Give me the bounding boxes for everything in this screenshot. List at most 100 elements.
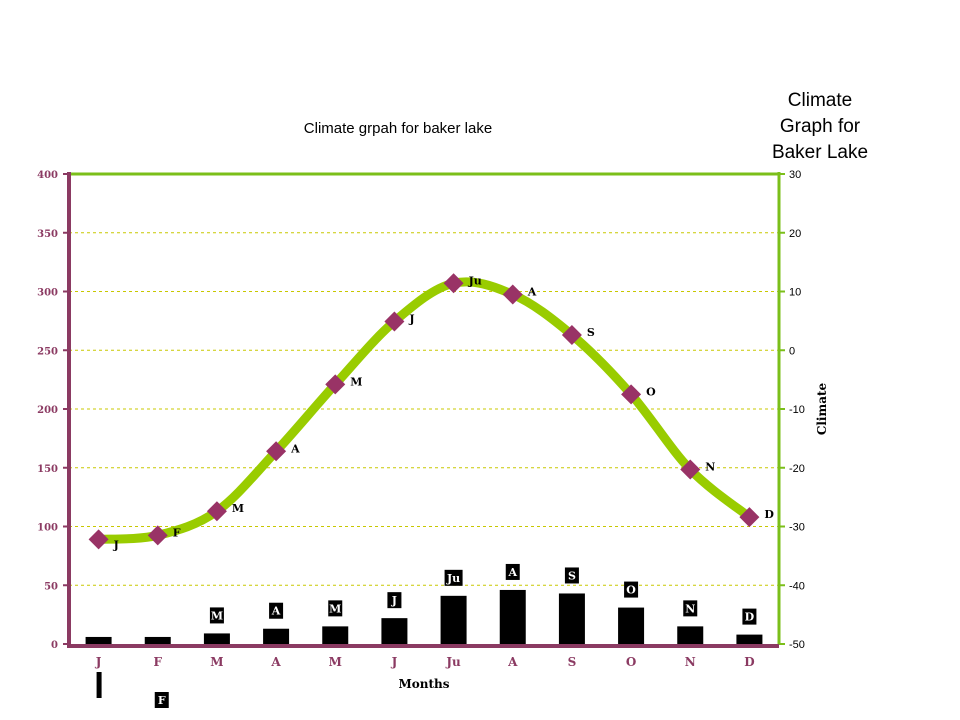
bar-data-label-text: A (507, 566, 517, 579)
right-axis-tick-label: 20 (789, 228, 801, 240)
bar-data-label: M (209, 607, 224, 624)
left-axis-tick-label: 300 (37, 288, 58, 299)
bar-data-label-text: D (745, 611, 755, 624)
precipitation-bar (499, 589, 526, 644)
temperature-marker (266, 441, 287, 462)
precipitation-bar (381, 618, 408, 644)
bar-data-label: F (154, 692, 169, 708)
precipitation-bar (558, 593, 585, 644)
right-axis-tick-label: 10 (789, 287, 801, 299)
temperature-marker (206, 501, 227, 522)
left-axis-tick-label: 150 (37, 464, 58, 475)
bar-data-label-text: S (568, 569, 576, 582)
left-axis-tick-label: 0 (51, 640, 58, 651)
left-axis-tick-label: 100 (37, 523, 58, 534)
temperature-point-label: O (646, 385, 656, 398)
bar-data-label-text: Ju (446, 572, 460, 585)
left-axis-tick-label: 350 (37, 229, 58, 240)
temperature-marker (325, 374, 346, 395)
bar-data-label-text: A (271, 605, 281, 618)
temperature-marker (561, 324, 582, 345)
side-title-line-3: Baker Lake (771, 142, 869, 163)
right-axis-tick-label: -30 (789, 522, 805, 534)
bar-data-label-box (328, 600, 343, 617)
bar-data-label-text: F (158, 694, 166, 707)
precipitation-bar (144, 636, 171, 644)
chart-title: Climate grpah for baker lake (304, 120, 492, 137)
side-title-line-1: Climate (787, 90, 853, 111)
temperature-point-label: J (113, 538, 119, 551)
x-axis-tick-label: Ju (445, 655, 461, 669)
temperature-marker (384, 311, 405, 332)
bar-data-label: S (564, 567, 579, 584)
x-axis-tick-label: J (391, 655, 398, 669)
x-axis-tick-label: M (210, 655, 223, 669)
x-axis-tick-label: N (685, 655, 696, 669)
temperature-point-label: M (232, 502, 244, 515)
bar-data-label-box (154, 692, 169, 708)
x-axis-tick-label: A (270, 655, 281, 669)
side-title-line-2: Graph for (779, 116, 861, 137)
bar-layer: F M A M J Ju A S O N D (85, 563, 763, 708)
temperature-marker (680, 459, 701, 480)
left-axis-tick-label: 50 (44, 581, 58, 592)
temperature-marker (739, 507, 760, 528)
precipitation-bar (203, 633, 230, 644)
x-axis-tick-label: D (744, 655, 754, 669)
left-axis-tick-label: 200 (37, 405, 58, 416)
precipitation-bar (263, 628, 290, 644)
temperature-marker (621, 384, 642, 405)
left-axis-tick-label: 400 (37, 170, 58, 181)
temperature-marker (502, 284, 523, 305)
precipitation-bar (440, 595, 467, 644)
bar-data-label: J (387, 592, 402, 609)
bar-data-label-box (209, 607, 224, 624)
temperature-marker (88, 529, 109, 550)
right-axis-tick-label: -10 (789, 404, 805, 416)
precipitation-bar (85, 636, 112, 644)
x-axis-tick-label: S (568, 655, 577, 669)
x-axis-title: Months (398, 677, 449, 691)
bar-data-label-box (387, 592, 402, 609)
bar-data-label: O (624, 581, 639, 598)
precipitation-bar (322, 626, 349, 644)
right-axis-tick-label: -40 (789, 580, 805, 592)
temperature-point-label: Ju (468, 274, 482, 287)
right-axis-tick-label: 0 (789, 345, 795, 357)
temperature-marker (147, 525, 168, 546)
grid-layer (69, 232, 779, 586)
precipitation-bar (677, 626, 704, 644)
temperature-point-label: A (290, 442, 300, 455)
bar-data-label-box (444, 569, 463, 586)
temperature-point-label: M (350, 375, 362, 388)
left-axis-tick-label: 250 (37, 346, 58, 357)
right-axis-tick-label: 30 (789, 169, 801, 181)
x-axis-tick-label: O (626, 655, 636, 669)
bar-data-label-text: O (626, 584, 636, 597)
x-axis-tick-label: A (507, 655, 518, 669)
bar-data-label-box (683, 600, 698, 617)
bar-data-label-box (564, 567, 579, 584)
x-axis-tick-label: J (95, 655, 102, 669)
bar-data-label: A (269, 602, 284, 619)
bar-data-label: D (742, 608, 757, 625)
bar-data-label-text: M (211, 609, 223, 622)
side-title: Climate Graph for Baker Lake (760, 88, 880, 166)
right-axis-tick-label: -50 (789, 639, 805, 651)
bar-data-label (96, 672, 102, 698)
x-axis-tick-label: M (329, 655, 342, 669)
temperature-point-label: S (587, 326, 595, 339)
bar-data-label: M (328, 600, 343, 617)
bar-data-label-text: J (391, 594, 397, 607)
precipitation-bar (618, 607, 645, 644)
right-axis-title: Climate (815, 382, 829, 435)
bar-data-label: N (683, 600, 698, 617)
line-layer: J F M A M J Ju A S O N D (88, 273, 774, 551)
temperature-point-label: N (705, 461, 715, 474)
temperature-line (94, 277, 754, 544)
bar-data-label: A (505, 563, 520, 580)
axis-layer: 0 50 100 150 200 250 300 350 400 -50 -40 -30 -20 -10 0… (37, 169, 805, 669)
bar-data-label-box (505, 563, 520, 580)
temperature-point-label: F (173, 526, 181, 539)
